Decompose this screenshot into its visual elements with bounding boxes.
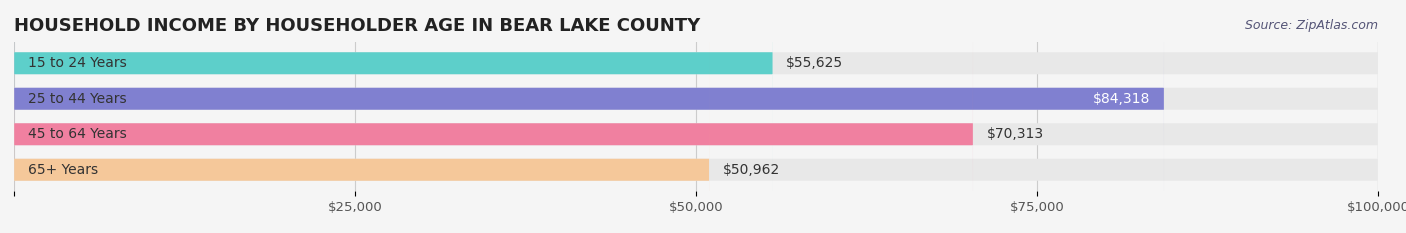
FancyBboxPatch shape [14,0,1164,233]
Text: Source: ZipAtlas.com: Source: ZipAtlas.com [1244,19,1378,32]
Text: 45 to 64 Years: 45 to 64 Years [28,127,127,141]
Text: HOUSEHOLD INCOME BY HOUSEHOLDER AGE IN BEAR LAKE COUNTY: HOUSEHOLD INCOME BY HOUSEHOLDER AGE IN B… [14,17,700,35]
FancyBboxPatch shape [14,0,709,233]
FancyBboxPatch shape [14,0,973,233]
FancyBboxPatch shape [14,0,773,233]
Text: 65+ Years: 65+ Years [28,163,98,177]
FancyBboxPatch shape [14,0,1378,233]
FancyBboxPatch shape [14,0,1378,233]
Text: 15 to 24 Years: 15 to 24 Years [28,56,127,70]
Text: 25 to 44 Years: 25 to 44 Years [28,92,127,106]
Text: $84,318: $84,318 [1092,92,1150,106]
FancyBboxPatch shape [14,0,1378,233]
FancyBboxPatch shape [14,0,1378,233]
Text: $50,962: $50,962 [723,163,780,177]
Text: $55,625: $55,625 [786,56,844,70]
Text: $70,313: $70,313 [987,127,1043,141]
